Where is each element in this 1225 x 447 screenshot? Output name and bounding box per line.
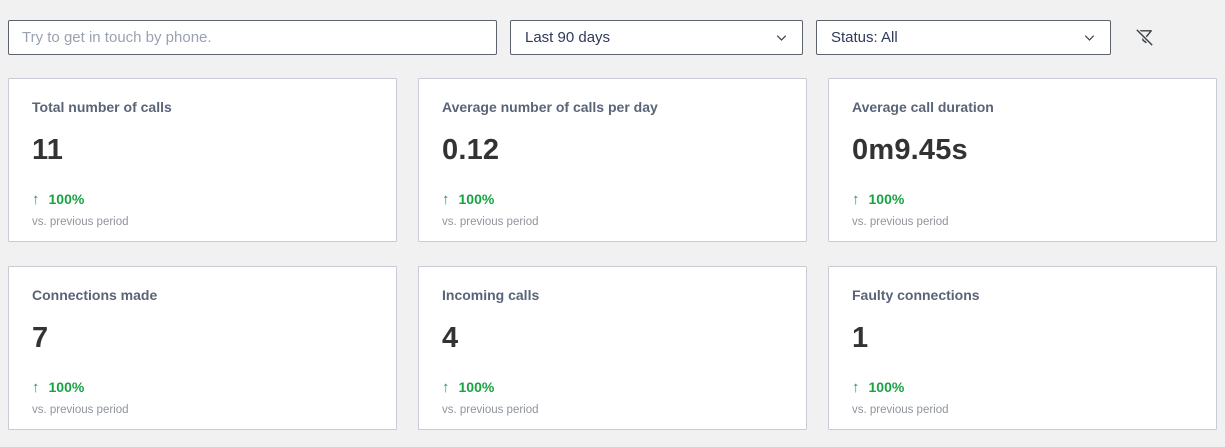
arrow-up-icon: ↑ bbox=[852, 191, 860, 208]
stat-card-avg-call-duration: Average call duration 0m9.45s ↑ 100% vs.… bbox=[828, 78, 1217, 242]
trend-percent: 100% bbox=[868, 191, 905, 207]
card-title: Average number of calls per day bbox=[442, 99, 658, 115]
arrow-up-icon: ↑ bbox=[32, 379, 40, 396]
stats-grid: Total number of calls 11 ↑ 100% vs. prev… bbox=[8, 78, 1217, 430]
trend-percent: 100% bbox=[458, 191, 495, 207]
trend-indicator: ↑ 100% bbox=[442, 191, 783, 208]
trend-indicator: ↑ 100% bbox=[442, 379, 783, 396]
comparison-note: vs. previous period bbox=[32, 216, 129, 228]
trend-indicator: ↑ 100% bbox=[32, 191, 373, 208]
comparison-note: vs. previous period bbox=[442, 404, 539, 416]
card-value: 11 bbox=[32, 134, 64, 166]
clear-filters-button[interactable] bbox=[1130, 24, 1158, 52]
stat-card-connections-made: Connections made 7 ↑ 100% vs. previous p… bbox=[8, 266, 397, 430]
arrow-up-icon: ↑ bbox=[442, 191, 450, 208]
card-title: Incoming calls bbox=[442, 287, 540, 303]
stat-card-faulty-connections: Faulty connections 1 ↑ 100% vs. previous… bbox=[828, 266, 1217, 430]
date-range-value: Last 90 days bbox=[525, 29, 611, 46]
trend-indicator: ↑ 100% bbox=[32, 379, 373, 396]
card-value: 0m9.45s bbox=[852, 134, 968, 166]
arrow-up-icon: ↑ bbox=[442, 379, 450, 396]
comparison-note: vs. previous period bbox=[852, 404, 949, 416]
card-value: 1 bbox=[852, 322, 869, 354]
date-range-select[interactable]: Last 90 days bbox=[510, 20, 803, 55]
status-value: Status: All bbox=[831, 29, 898, 46]
card-value: 0.12 bbox=[442, 134, 500, 166]
trend-indicator: ↑ 100% bbox=[852, 379, 1193, 396]
card-title: Average call duration bbox=[852, 99, 994, 115]
trend-indicator: ↑ 100% bbox=[852, 191, 1193, 208]
trend-percent: 100% bbox=[48, 191, 85, 207]
chevron-down-icon bbox=[776, 35, 787, 41]
comparison-note: vs. previous period bbox=[852, 216, 949, 228]
stat-card-incoming-calls: Incoming calls 4 ↑ 100% vs. previous per… bbox=[418, 266, 807, 430]
search-input[interactable] bbox=[8, 20, 497, 55]
card-value: 7 bbox=[32, 322, 49, 354]
arrow-up-icon: ↑ bbox=[32, 191, 40, 208]
comparison-note: vs. previous period bbox=[442, 216, 539, 228]
stat-card-total-calls: Total number of calls 11 ↑ 100% vs. prev… bbox=[8, 78, 397, 242]
trend-percent: 100% bbox=[48, 379, 85, 395]
comparison-note: vs. previous period bbox=[32, 404, 129, 416]
filter-bar: Last 90 days Status: All bbox=[0, 0, 1225, 55]
chevron-down-icon bbox=[1084, 35, 1095, 41]
filter-off-icon bbox=[1134, 28, 1154, 47]
stat-card-avg-calls-per-day: Average number of calls per day 0.12 ↑ 1… bbox=[418, 78, 807, 242]
card-title: Faulty connections bbox=[852, 287, 980, 303]
card-title: Total number of calls bbox=[32, 99, 172, 115]
card-value: 4 bbox=[442, 322, 459, 354]
trend-percent: 100% bbox=[458, 379, 495, 395]
arrow-up-icon: ↑ bbox=[852, 379, 860, 396]
trend-percent: 100% bbox=[868, 379, 905, 395]
card-title: Connections made bbox=[32, 287, 158, 303]
status-select[interactable]: Status: All bbox=[816, 20, 1111, 55]
